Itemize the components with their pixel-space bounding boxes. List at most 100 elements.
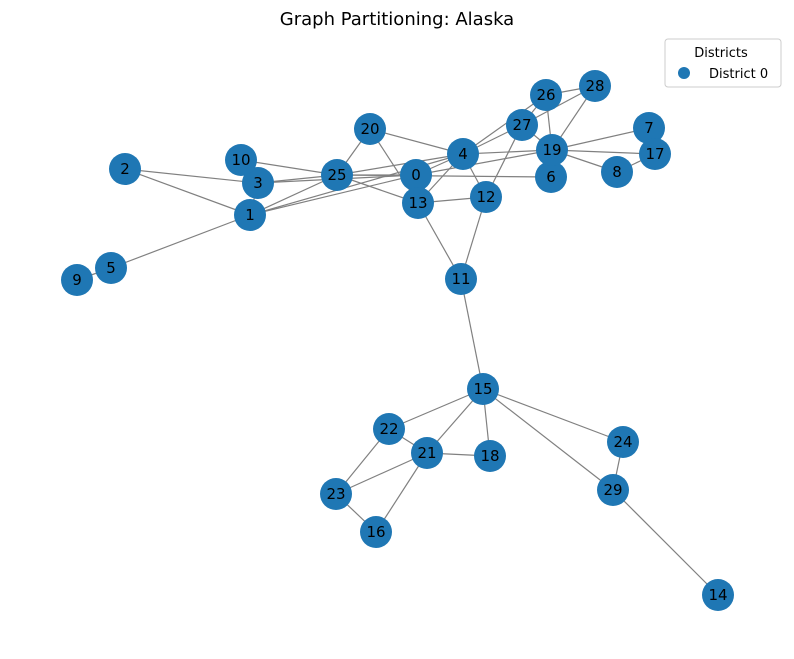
node-label: 25 (327, 166, 346, 184)
node-label: 19 (542, 141, 561, 159)
edge-29-14 (612, 489, 719, 596)
node-label: 9 (72, 271, 82, 289)
node-circle (109, 153, 141, 185)
node-circle (506, 109, 538, 141)
node-label: 2 (120, 160, 130, 178)
node-label: 7 (644, 119, 654, 137)
node-circle (530, 79, 562, 111)
node-label: 3 (253, 174, 263, 192)
edge-2-1 (124, 168, 251, 216)
node-circle (633, 112, 665, 144)
node-circle (607, 426, 639, 458)
edge-1-0 (249, 174, 417, 216)
node-21: 21 (411, 437, 443, 469)
node-label: 13 (408, 194, 427, 212)
node-label: 20 (360, 120, 379, 138)
node-5: 5 (95, 252, 127, 284)
node-circle (639, 138, 671, 170)
edge-20-4 (369, 128, 464, 155)
edge-19-17 (551, 149, 656, 155)
node-27: 27 (506, 109, 538, 141)
node-11: 11 (445, 263, 477, 295)
node-6: 6 (535, 161, 567, 193)
node-10: 10 (225, 144, 257, 176)
node-label: 17 (645, 145, 664, 163)
node-label: 16 (366, 523, 385, 541)
node-label: 10 (231, 151, 250, 169)
node-3: 3 (242, 167, 274, 199)
node-12: 12 (470, 181, 502, 213)
node-circle (601, 156, 633, 188)
node-circle (373, 413, 405, 445)
node-13: 13 (402, 187, 434, 219)
node-17: 17 (639, 138, 671, 170)
legend-box (664, 38, 782, 88)
node-18: 18 (474, 440, 506, 472)
node-label: 29 (603, 481, 622, 499)
node-14: 14 (702, 579, 734, 611)
node-24: 24 (607, 426, 639, 458)
node-label: 26 (536, 86, 555, 104)
node-28: 28 (579, 70, 611, 102)
node-1: 1 (234, 199, 266, 231)
edge-25-6 (336, 174, 552, 178)
node-circle (535, 161, 567, 193)
node-label: 24 (613, 433, 632, 451)
node-2: 2 (109, 153, 141, 185)
node-label: 1 (245, 206, 255, 224)
node-circle (447, 138, 479, 170)
node-20: 20 (354, 113, 386, 145)
node-label: 18 (480, 447, 499, 465)
node-circle (225, 144, 257, 176)
node-label: 0 (411, 166, 421, 184)
node-0: 0 (400, 159, 432, 191)
node-19: 19 (536, 134, 568, 166)
node-16: 16 (360, 516, 392, 548)
node-circle (470, 181, 502, 213)
node-circle (702, 579, 734, 611)
node-circle (354, 113, 386, 145)
node-circle (411, 437, 443, 469)
node-label: 28 (585, 77, 604, 95)
node-label: 11 (451, 270, 470, 288)
node-7: 7 (633, 112, 665, 144)
node-4: 4 (447, 138, 479, 170)
edge-2-3 (124, 168, 259, 184)
nodes-layer: 0123456789101112131415161718192021222324… (61, 70, 734, 611)
edge-19-7 (551, 127, 650, 151)
edge-10-25 (240, 159, 338, 176)
node-label: 8 (612, 163, 622, 181)
node-label: 4 (458, 145, 468, 163)
node-label: 12 (476, 188, 495, 206)
node-label: 22 (379, 420, 398, 438)
node-label: 6 (546, 168, 556, 186)
node-circle (95, 252, 127, 284)
node-circle (467, 373, 499, 405)
node-circle (234, 199, 266, 231)
edge-11-15 (460, 278, 484, 390)
node-22: 22 (373, 413, 405, 445)
node-circle (360, 516, 392, 548)
edge-15-24 (482, 388, 624, 443)
node-circle (402, 187, 434, 219)
node-circle (445, 263, 477, 295)
node-9: 9 (61, 264, 93, 296)
legend-marker-district-0 (678, 67, 690, 79)
node-circle (400, 159, 432, 191)
node-label: 21 (417, 444, 436, 462)
node-label: 5 (106, 259, 116, 277)
edge-25-4 (336, 153, 464, 176)
node-circle (321, 159, 353, 191)
node-label: 27 (512, 116, 531, 134)
node-label: 14 (708, 586, 727, 604)
edge-4-26 (462, 94, 547, 155)
edge-21-23 (335, 452, 428, 495)
node-label: 15 (473, 380, 492, 398)
node-label: 23 (326, 485, 345, 503)
node-circle (579, 70, 611, 102)
node-circle (242, 167, 274, 199)
node-circle (320, 478, 352, 510)
node-circle (536, 134, 568, 166)
chart-title: Graph Partitioning: Alaska (280, 9, 514, 30)
